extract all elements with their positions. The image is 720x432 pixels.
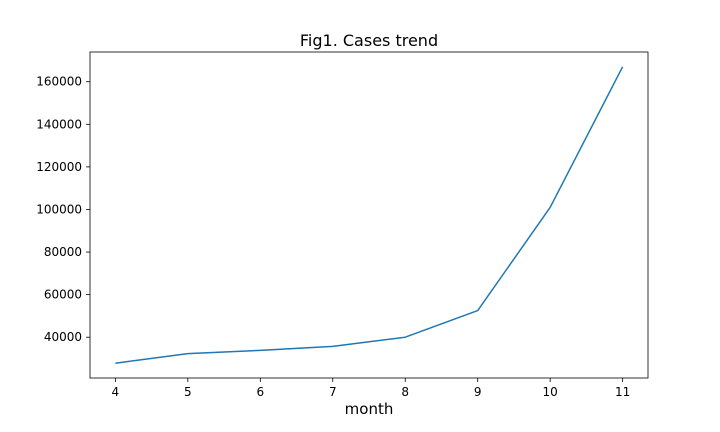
y-axis: 40000 60000 80000 100000 120000 140000 160000 [36, 75, 90, 344]
x-tick-label: 9 [474, 385, 482, 399]
y-tick-label: 140000 [36, 117, 82, 131]
x-tick-label: 10 [543, 385, 558, 399]
x-axis-label: month [345, 400, 394, 418]
x-tick-label: 6 [256, 385, 264, 399]
x-tick-label: 8 [401, 385, 409, 399]
x-tick-label: 11 [615, 385, 630, 399]
x-tick-label: 7 [329, 385, 337, 399]
y-tick-label: 40000 [44, 330, 82, 344]
y-tick-label: 80000 [44, 245, 82, 259]
y-tick-label: 60000 [44, 288, 82, 302]
x-axis: 4 5 6 7 8 9 10 11 [112, 378, 630, 399]
plot-frame [89, 51, 649, 379]
x-tick-label: 4 [112, 385, 120, 399]
x-tick-label: 5 [184, 385, 192, 399]
series-group [115, 66, 624, 364]
series-line [115, 66, 624, 364]
y-tick-label: 120000 [36, 160, 82, 174]
y-tick-label: 160000 [36, 75, 82, 89]
y-tick-label: 100000 [36, 202, 82, 216]
chart-title: Fig1. Cases trend [300, 31, 438, 50]
